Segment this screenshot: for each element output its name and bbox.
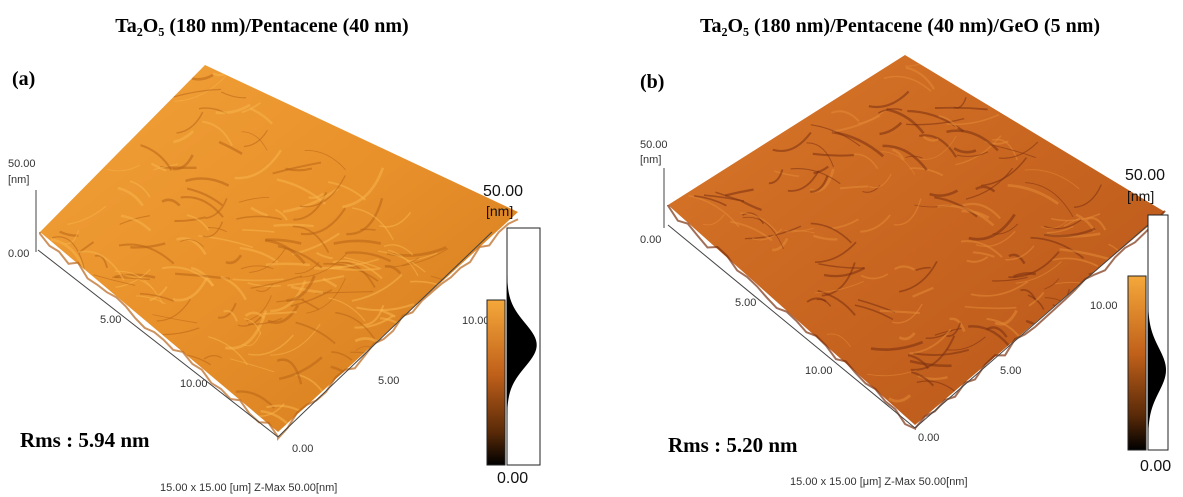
z-axis-min: 0.00	[640, 234, 661, 246]
panel: Ta₂O₅ (180 nm)/Pentacene (40 nm)/GeO (5 …	[640, 15, 1171, 488]
ridge	[1065, 325, 1109, 333]
left-axis-tick-label: 5.00	[100, 314, 121, 326]
z-axis-unit: [nm]	[640, 154, 661, 166]
panel-title: Ta₂O₅ (180 nm)/Pentacene (40 nm)/GeO (5 …	[700, 15, 1100, 37]
z-axis-max: 50.00	[8, 158, 36, 170]
z-axis-max: 50.00	[640, 139, 668, 151]
right-axis-tick-label: 10.00	[1090, 300, 1118, 312]
right-axis-tick-label: 5.00	[1000, 365, 1021, 377]
scan-info: 15.00 x 15.00 [um] Z-Max 50.00[nm]	[160, 482, 337, 494]
left-axis-tick-label: 10.00	[805, 365, 833, 377]
panel-label: (b)	[640, 71, 664, 93]
colorbar-unit: [nm]	[486, 203, 513, 219]
right-axis-tick-label: 5.00	[378, 375, 399, 387]
panel-label: (a)	[12, 68, 35, 90]
z-axis-unit: [nm]	[8, 174, 29, 186]
colorbar-min: 0.00	[497, 470, 528, 487]
origin-label: 0.00	[292, 443, 313, 455]
origin-label: 0.00	[918, 432, 939, 444]
ridge	[1026, 321, 1060, 342]
right-axis-tick-label: 10.00	[462, 315, 490, 327]
ridge	[1084, 312, 1107, 314]
figure: Ta₂O₅ (180 nm)/Pentacene (40 nm) (a) 50.00…	[0, 0, 1183, 497]
z-axis-min: 0.00	[8, 248, 29, 260]
left-axis-tick-label: 5.00	[735, 297, 756, 309]
panel: Ta₂O₅ (180 nm)/Pentacene (40 nm) (a) 50.00…	[8, 15, 540, 494]
colorbar	[487, 300, 505, 465]
scan-info: 15.00 x 15.00 [μm] Z-Max 50.00[nm]	[790, 476, 968, 488]
colorbar	[1128, 276, 1146, 450]
colorbar-max: 50.00	[483, 183, 523, 200]
colorbar-min: 0.00	[1140, 458, 1171, 475]
panel-title: Ta₂O₅ (180 nm)/Pentacene (40 nm)	[115, 15, 408, 37]
ridge	[1060, 303, 1073, 314]
colorbar-unit: [nm]	[1127, 188, 1154, 204]
rms-label: Rms : 5.20 nm	[668, 433, 798, 457]
ridge	[1050, 324, 1097, 351]
colorbar-max: 50.00	[1125, 167, 1165, 184]
rms-label: Rms : 5.94 nm	[20, 428, 150, 452]
ridge	[361, 229, 376, 230]
left-axis-tick-label: 10.00	[180, 378, 208, 390]
ridge	[971, 383, 1027, 386]
